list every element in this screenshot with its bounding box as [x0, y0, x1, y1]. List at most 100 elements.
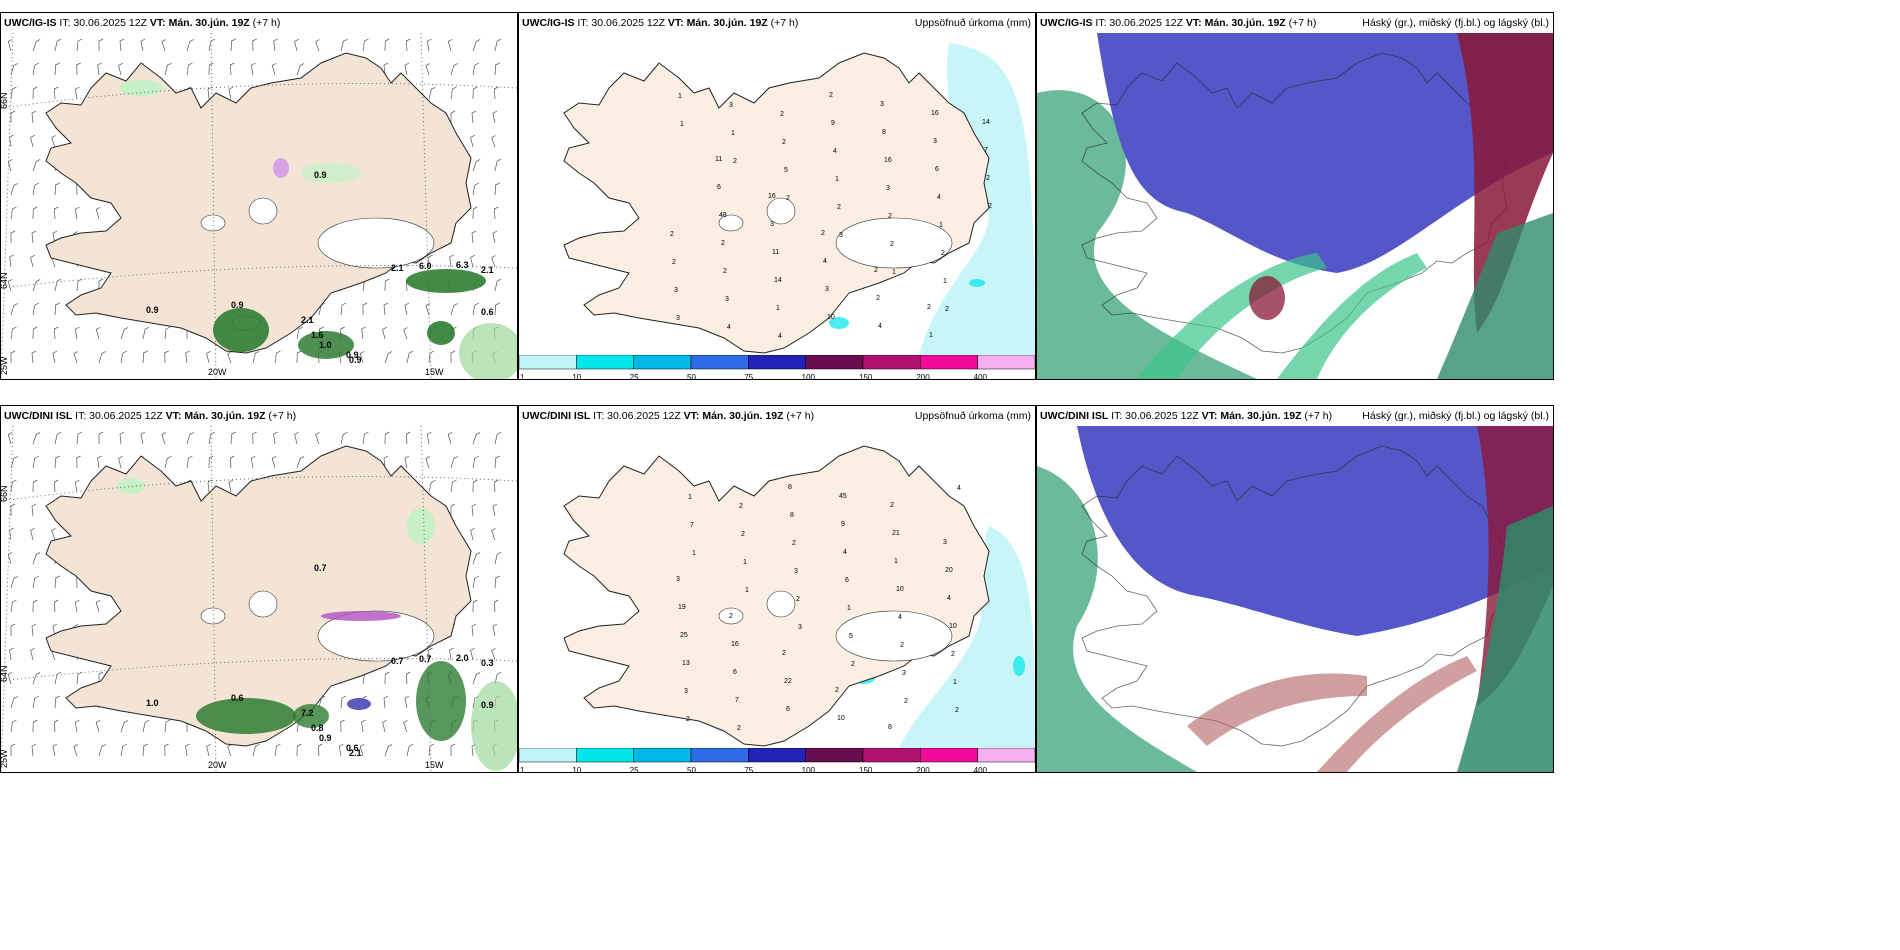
lat-label-64: 64N [1, 272, 9, 289]
valid-time-label: VT: [667, 17, 684, 29]
wind-barb [74, 86, 80, 100]
wind-barb [428, 254, 433, 268]
model-name: UWC/IG-IS [1040, 17, 1093, 29]
precip-value-label: 2 [904, 698, 908, 705]
wind-barb [383, 62, 389, 76]
precip-value-label: 1 [678, 93, 682, 100]
wind-barb [403, 327, 408, 340]
wind-barb [30, 254, 35, 268]
precip-value-label: 2 [741, 531, 745, 538]
wind-barb [447, 39, 453, 52]
precip-value-label: 22 [784, 678, 792, 685]
high-cloud-green [1037, 466, 1197, 772]
wind-barb [472, 159, 481, 172]
wind-barb [493, 86, 499, 100]
wind-barb [450, 743, 456, 756]
wind-barb [494, 278, 502, 292]
wind-barb [52, 230, 58, 244]
precip-value-label: 5 [784, 167, 788, 174]
precip-value-label: 8 [790, 512, 794, 519]
wind-barb [10, 719, 17, 733]
colorbar-swatch [748, 354, 806, 370]
precip-value-label: 2 [686, 716, 690, 723]
graticule [1, 426, 517, 772]
valid-time-label: VT: [165, 410, 182, 422]
wind-barb [51, 135, 56, 148]
wind-value-label: 6.3 [456, 260, 469, 270]
wind-barb [404, 695, 410, 709]
colorbar-tick-label: 150 [859, 373, 873, 380]
wind-barb [450, 110, 456, 123]
wind-barb [494, 158, 502, 172]
precip-value-label: 11 [772, 249, 779, 256]
init-time: IT: 30.06.2025 12Z [75, 410, 163, 422]
precip-value-label: 3 [839, 232, 843, 239]
wind-barb [10, 599, 17, 613]
wind-barb [472, 672, 481, 685]
wind-barb [54, 278, 62, 292]
precip-value-label: 3 [798, 624, 802, 631]
precip-value-label: 2 [941, 250, 945, 257]
wind-barb [338, 743, 344, 757]
wind-barb [340, 719, 345, 733]
wind-barb [340, 302, 347, 316]
wind-barb [164, 62, 172, 76]
wind-barb [229, 455, 235, 469]
wind-barb [51, 528, 56, 541]
wind-barb [32, 719, 38, 733]
wind-barb [76, 671, 83, 685]
wind-barb [32, 62, 39, 76]
wind-map[interactable]: 0.90.90.96.02.1 6.30.61.61.00.92.10.92.1 … [1, 33, 517, 379]
cloud-map[interactable] [1037, 426, 1553, 772]
colorbar-swatch [519, 354, 577, 370]
wind-barb [32, 206, 38, 220]
wind-barb [10, 350, 16, 363]
lon-label-25: 25W [1, 356, 9, 375]
precip-value-label: 1 [892, 269, 896, 276]
colorbar-swatch [519, 747, 577, 763]
wind-barb [118, 455, 123, 469]
wind-barb [9, 134, 14, 148]
wind-barb [74, 479, 80, 493]
lon-label-15: 15W [425, 367, 444, 377]
precip-value-label: 5 [849, 633, 853, 640]
wind-barb [384, 351, 393, 364]
wind-barb [382, 719, 387, 733]
wind-barb [294, 38, 299, 52]
wind-barb [403, 720, 408, 733]
precip-value-label: 1 [680, 121, 684, 128]
wind-barb [271, 456, 277, 469]
wind-barb [54, 38, 62, 52]
colorbar-swatch [690, 747, 749, 763]
precip-map[interactable]: 1223121152213321223424312349164221286221… [519, 33, 1035, 355]
precip-map[interactable]: 1132247125321231212226423284101013789142… [519, 426, 1035, 748]
wind-barb [98, 351, 106, 364]
precip-value-label: 14 [982, 119, 990, 126]
wind-barb [32, 479, 38, 493]
wind-barb [10, 479, 17, 493]
precip-value-label: 10 [949, 623, 957, 630]
precip-value-label: 1 [939, 222, 943, 229]
wind-barb [32, 455, 39, 469]
wind-map[interactable]: 0.70.61.00.70.7 2.00.90.80.90.67.22.10.3 … [1, 426, 517, 772]
wind-barb [449, 254, 454, 268]
cloud-map[interactable] [1037, 33, 1553, 379]
valid-time: Mán. 30.jún. 19Z [702, 410, 784, 422]
wind-barb [97, 62, 102, 76]
wind-barb [185, 350, 190, 364]
wind-barb [274, 743, 281, 757]
precip-value-label: 2 [821, 230, 825, 237]
wind-barb [10, 206, 17, 220]
wind-barb [406, 350, 414, 364]
wind-barb [53, 326, 59, 340]
wind-barb [294, 431, 299, 445]
panel-wind-dini: UWC/DINI ISL IT: 30.06.2025 12Z VT: Mán.… [0, 405, 518, 773]
precip-value-label: 10 [896, 586, 904, 593]
wind-barb [98, 38, 104, 51]
wind-value-labels: 0.70.61.00.70.7 2.00.90.80.90.67.22.10.3 [146, 563, 494, 758]
wind-barb [164, 350, 169, 364]
precip-value-label: 6 [733, 669, 737, 676]
precip-value-label: 3 [825, 286, 829, 293]
model-name: UWC/DINI ISL [4, 410, 73, 422]
precip-value-label: 1 [692, 550, 696, 557]
